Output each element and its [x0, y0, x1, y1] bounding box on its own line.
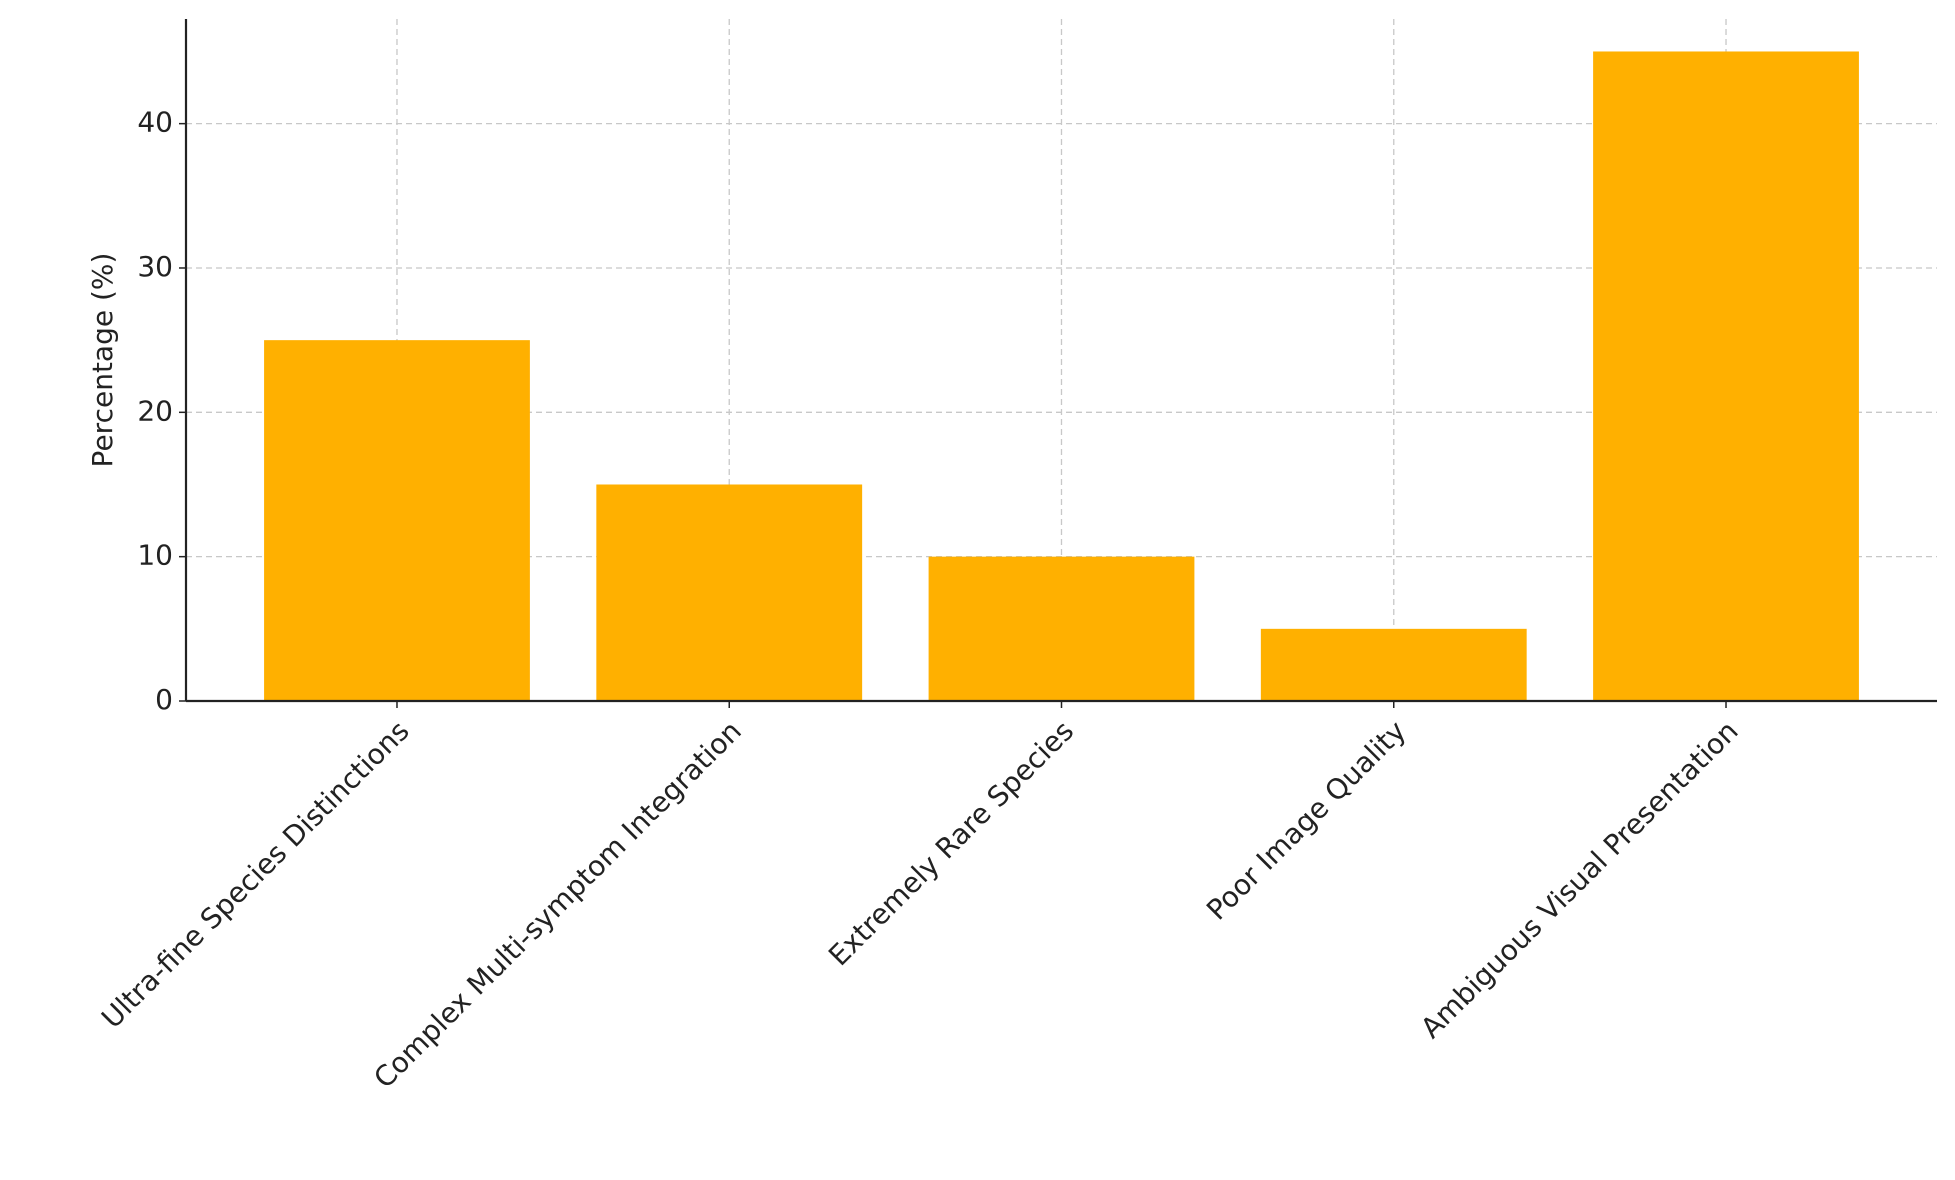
y-axis-label: Percentage (%): [86, 253, 119, 468]
x-tick-label: Complex Multi-symptom Integration: [367, 714, 747, 1094]
x-tick-label: Ultra-fine Species Distinctions: [95, 714, 415, 1034]
bar: [264, 340, 530, 701]
bar: [1260, 628, 1527, 701]
y-tick-label: 40: [137, 106, 173, 139]
y-tick-label: 0: [155, 683, 173, 716]
bar: [596, 484, 863, 701]
x-tick-label: Extremely Rare Species: [822, 714, 1080, 972]
x-tick-label: Poor Image Quality: [1200, 714, 1412, 926]
bar: [928, 556, 1195, 701]
y-tick-label: 10: [137, 539, 173, 572]
y-tick-label: 20: [137, 394, 173, 427]
bar: [1593, 51, 1859, 701]
y-tick-label: 30: [137, 250, 173, 283]
x-tick-label: Ambiguous Visual Presentation: [1414, 714, 1744, 1044]
